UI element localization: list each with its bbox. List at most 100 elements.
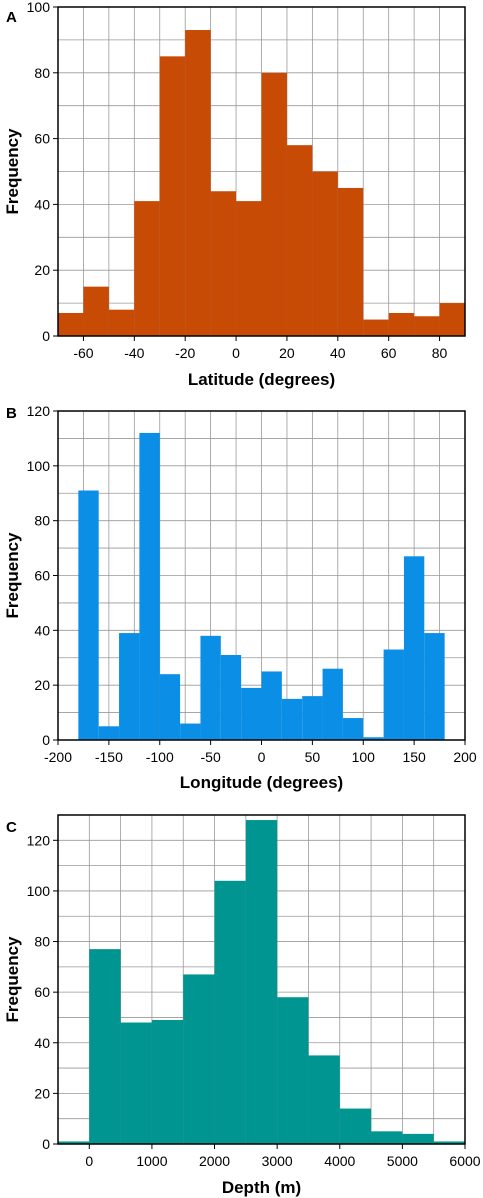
x-tick-label: 0 xyxy=(232,345,240,361)
y-tick-label: 80 xyxy=(34,934,50,950)
histogram-bar xyxy=(159,674,181,740)
histogram-bar xyxy=(363,319,389,336)
histogram-bar xyxy=(58,1141,90,1144)
histogram-bar xyxy=(180,723,201,740)
y-tick-label: 40 xyxy=(34,622,50,638)
y-tick-label: 120 xyxy=(27,832,51,848)
x-tick-label: 100 xyxy=(352,749,376,765)
histogram-bar xyxy=(185,30,211,337)
x-tick-label: 200 xyxy=(453,749,477,765)
y-tick-label: 100 xyxy=(27,458,51,474)
x-tick-label: 6000 xyxy=(449,1153,480,1169)
x-tick-label: 40 xyxy=(330,345,346,361)
histogram-bar xyxy=(214,880,246,1144)
y-tick-label: 120 xyxy=(27,403,51,419)
histogram-bar xyxy=(424,633,445,740)
histogram-bar xyxy=(388,312,415,336)
y-tick-label: 100 xyxy=(27,883,51,899)
x-tick-label: -150 xyxy=(95,749,123,765)
y-tick-label: 0 xyxy=(42,1136,50,1152)
y-tick-label: 60 xyxy=(34,984,50,1000)
panel-label: C xyxy=(6,819,17,836)
histogram-panel-b: -200 -150 -100 -50 0 50 100 150 200 0 20 40 60 80 100 1… xyxy=(3,403,477,792)
y-tick-label: 20 xyxy=(34,262,50,278)
histogram-bar xyxy=(363,737,384,740)
histogram-bar xyxy=(414,316,440,336)
x-tick-label: 0 xyxy=(258,749,266,765)
x-tick-label: 20 xyxy=(279,345,295,361)
panel-label: A xyxy=(6,9,17,26)
histogram-bar xyxy=(220,655,242,740)
x-tick-label: 60 xyxy=(381,345,397,361)
x-tick-label: -60 xyxy=(73,345,93,361)
histogram-bar xyxy=(159,56,186,336)
plot-frame xyxy=(57,6,466,337)
histogram-bar xyxy=(281,698,303,740)
histogram-bar xyxy=(312,171,338,336)
x-tick-label: -200 xyxy=(44,749,72,765)
y-tick-label: 20 xyxy=(34,1085,50,1101)
x-axis-label: Longitude (degrees) xyxy=(180,773,343,792)
histogram-bar xyxy=(261,72,287,337)
histogram-bar xyxy=(241,687,262,740)
histogram-bar xyxy=(339,1108,372,1144)
histogram-bar xyxy=(439,303,465,336)
y-axis-label: Frequency xyxy=(3,532,22,619)
histogram-bar xyxy=(337,187,364,336)
x-tick-label: -100 xyxy=(146,749,174,765)
y-tick-label: 40 xyxy=(34,1035,50,1051)
y-tick-label: 80 xyxy=(34,65,50,81)
x-tick-label: 50 xyxy=(305,749,321,765)
x-tick-label: 3000 xyxy=(262,1153,293,1169)
histogram-bar xyxy=(200,635,221,740)
histogram-bar xyxy=(134,201,160,336)
x-tick-label: -40 xyxy=(124,345,144,361)
histogram-bar xyxy=(403,556,425,740)
x-tick-label: 150 xyxy=(402,749,426,765)
histogram-bar xyxy=(139,432,160,740)
y-tick-label: 100 xyxy=(27,0,51,15)
histogram-bar xyxy=(183,974,215,1144)
histogram-bar xyxy=(286,145,313,336)
histogram-bar xyxy=(261,671,282,740)
x-tick-label: 5000 xyxy=(387,1153,418,1169)
histogram-bar xyxy=(308,1055,340,1144)
x-tick-label: 2000 xyxy=(199,1153,230,1169)
histogram-bar xyxy=(78,490,99,740)
y-tick-label: 80 xyxy=(34,513,50,529)
x-tick-label: 1000 xyxy=(136,1153,167,1169)
y-tick-label: 60 xyxy=(34,568,50,584)
y-axis-label: Frequency xyxy=(3,936,22,1023)
y-axis-label: Frequency xyxy=(3,128,22,215)
histogram-bar xyxy=(371,1131,403,1144)
histogram-bar xyxy=(119,633,140,740)
x-axis-label: Latitude (degrees) xyxy=(188,370,335,389)
y-tick-label: 0 xyxy=(42,328,50,344)
histogram-bar xyxy=(277,997,309,1144)
x-tick-label: -50 xyxy=(201,749,221,765)
x-tick-label: -20 xyxy=(175,345,195,361)
y-tick-label: 0 xyxy=(42,732,50,748)
histogram-bar xyxy=(342,718,364,740)
histogram-panel-a: -60 -40 -20 0 20 40 60 80 0 20 40 60 80 100 Latitude (… xyxy=(3,0,466,389)
histogram-bar xyxy=(236,201,262,336)
histogram-bar xyxy=(108,309,135,336)
histogram-bar xyxy=(210,191,237,336)
histogram-bar xyxy=(83,286,109,336)
x-tick-label: 80 xyxy=(432,345,448,361)
histogram-bar xyxy=(402,1133,434,1144)
x-axis-label: Depth (m) xyxy=(222,1178,301,1197)
histogram-bar xyxy=(98,726,120,740)
histogram-bar xyxy=(322,668,343,740)
y-tick-label: 60 xyxy=(34,131,50,147)
x-tick-label: 4000 xyxy=(324,1153,355,1169)
histogram-bar xyxy=(89,949,121,1144)
x-tick-label: 0 xyxy=(85,1153,93,1169)
y-tick-label: 40 xyxy=(34,196,50,212)
histogram-bar xyxy=(302,696,323,740)
histogram-bar xyxy=(151,1019,184,1144)
histogram-bar xyxy=(245,820,278,1144)
plot-frame xyxy=(57,814,466,1145)
panel-label: B xyxy=(6,405,17,422)
